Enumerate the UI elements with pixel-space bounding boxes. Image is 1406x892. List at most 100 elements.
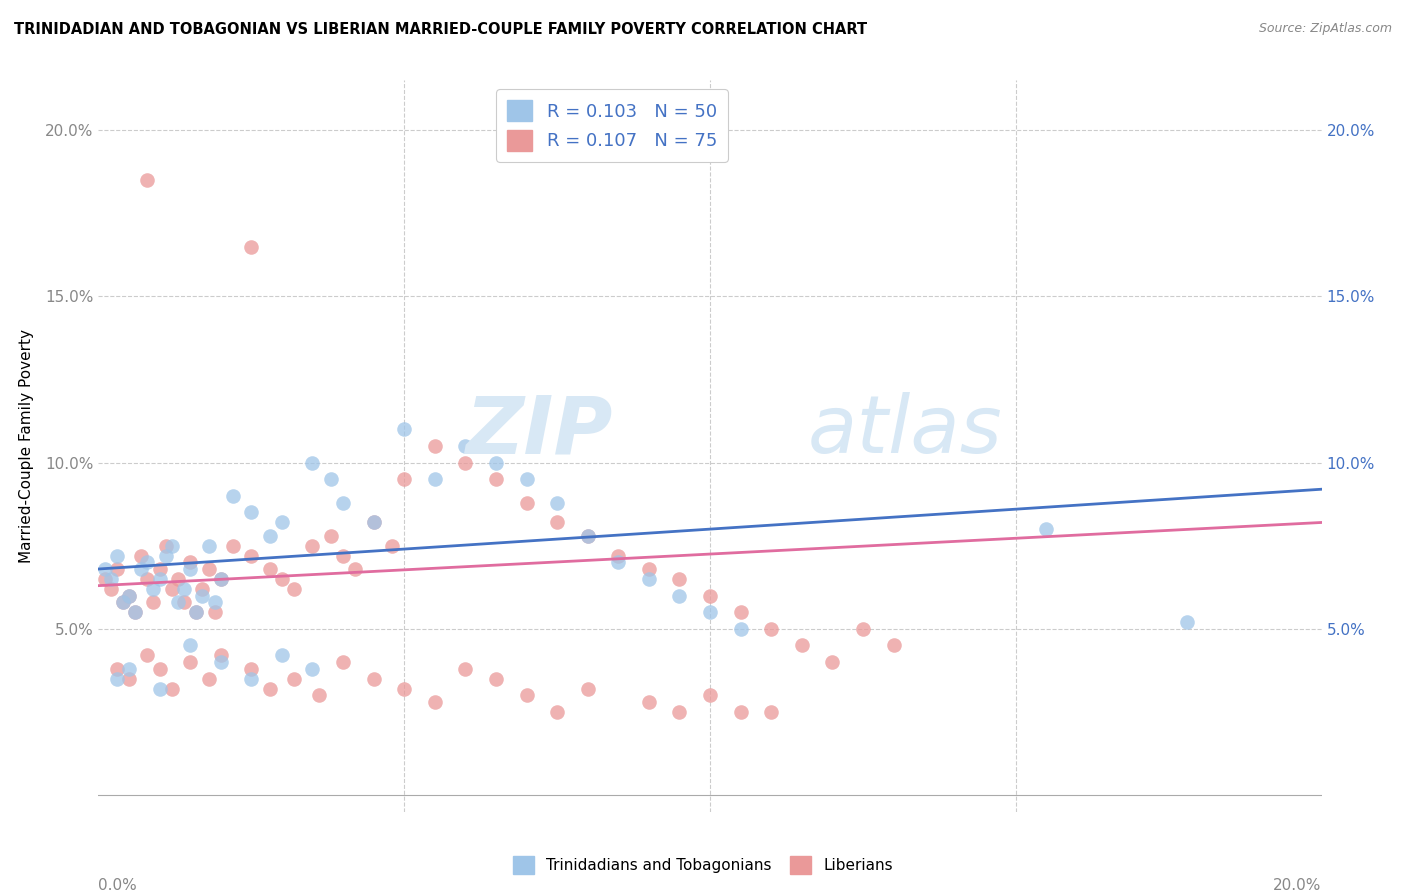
Point bbox=[186, 605, 208, 619]
Point bbox=[699, 605, 721, 619]
Point bbox=[454, 439, 477, 453]
Point bbox=[381, 539, 404, 553]
Point bbox=[259, 681, 281, 696]
Point bbox=[124, 605, 146, 619]
Point bbox=[167, 572, 190, 586]
Point bbox=[576, 681, 599, 696]
Point bbox=[423, 439, 446, 453]
Point bbox=[179, 655, 201, 669]
Point bbox=[209, 655, 232, 669]
Text: 0.0%: 0.0% bbox=[98, 879, 138, 892]
Point bbox=[197, 539, 219, 553]
Point bbox=[105, 662, 128, 676]
Text: 20.0%: 20.0% bbox=[1274, 879, 1322, 892]
Point bbox=[100, 572, 122, 586]
Point bbox=[93, 562, 115, 576]
Point bbox=[332, 655, 354, 669]
Point bbox=[546, 495, 568, 509]
Point bbox=[209, 648, 232, 663]
Point bbox=[240, 662, 263, 676]
Point bbox=[516, 472, 538, 486]
Point bbox=[191, 589, 214, 603]
Point bbox=[546, 705, 568, 719]
Point bbox=[392, 422, 416, 436]
Point bbox=[637, 695, 661, 709]
Point bbox=[136, 173, 159, 187]
Point bbox=[142, 595, 165, 609]
Point bbox=[423, 472, 446, 486]
Point bbox=[179, 639, 201, 653]
Point bbox=[270, 648, 292, 663]
Point bbox=[191, 582, 214, 596]
Point bbox=[222, 489, 245, 503]
Point bbox=[270, 572, 292, 586]
Point bbox=[699, 689, 721, 703]
Point bbox=[283, 672, 305, 686]
Point bbox=[155, 539, 177, 553]
Point bbox=[637, 562, 661, 576]
Point bbox=[607, 555, 630, 569]
Point bbox=[790, 639, 813, 653]
Point bbox=[100, 582, 122, 596]
Point bbox=[485, 456, 508, 470]
Point bbox=[576, 529, 599, 543]
Text: Source: ZipAtlas.com: Source: ZipAtlas.com bbox=[1258, 22, 1392, 36]
Text: ZIP: ZIP bbox=[465, 392, 612, 470]
Point bbox=[759, 622, 782, 636]
Point bbox=[149, 681, 172, 696]
Point bbox=[186, 605, 208, 619]
Point bbox=[240, 672, 263, 686]
Point bbox=[204, 595, 226, 609]
Point bbox=[173, 595, 195, 609]
Y-axis label: Married-Couple Family Poverty: Married-Couple Family Poverty bbox=[20, 329, 34, 563]
Point bbox=[730, 705, 752, 719]
Point bbox=[179, 555, 201, 569]
Point bbox=[516, 495, 538, 509]
Point bbox=[160, 539, 183, 553]
Point bbox=[392, 681, 416, 696]
Point bbox=[319, 472, 342, 486]
Point bbox=[332, 549, 354, 563]
Point bbox=[363, 516, 385, 530]
Point bbox=[259, 562, 281, 576]
Point bbox=[363, 516, 385, 530]
Point bbox=[167, 595, 190, 609]
Point bbox=[668, 572, 690, 586]
Point bbox=[118, 589, 141, 603]
Point bbox=[301, 456, 323, 470]
Point bbox=[1175, 615, 1198, 630]
Point bbox=[344, 562, 367, 576]
Point bbox=[111, 595, 134, 609]
Point bbox=[142, 582, 165, 596]
Point bbox=[607, 549, 630, 563]
Point bbox=[149, 562, 172, 576]
Point bbox=[852, 622, 875, 636]
Point bbox=[637, 572, 661, 586]
Point bbox=[124, 605, 146, 619]
Point bbox=[105, 549, 128, 563]
Point bbox=[240, 549, 263, 563]
Point bbox=[259, 529, 281, 543]
Point bbox=[240, 506, 263, 520]
Point bbox=[149, 662, 172, 676]
Point bbox=[454, 662, 477, 676]
Point bbox=[173, 582, 195, 596]
Point bbox=[136, 555, 159, 569]
Point bbox=[197, 562, 219, 576]
Legend: Trinidadians and Tobagonians, Liberians: Trinidadians and Tobagonians, Liberians bbox=[506, 850, 900, 880]
Point bbox=[136, 648, 159, 663]
Point bbox=[136, 572, 159, 586]
Point bbox=[240, 239, 263, 253]
Point bbox=[699, 589, 721, 603]
Point bbox=[516, 689, 538, 703]
Point bbox=[485, 472, 508, 486]
Legend: R = 0.103   N = 50, R = 0.107   N = 75: R = 0.103 N = 50, R = 0.107 N = 75 bbox=[496, 89, 728, 161]
Point bbox=[363, 672, 385, 686]
Point bbox=[668, 589, 690, 603]
Point bbox=[301, 662, 323, 676]
Point bbox=[283, 582, 305, 596]
Text: atlas: atlas bbox=[808, 392, 1002, 470]
Point bbox=[423, 695, 446, 709]
Point bbox=[197, 672, 219, 686]
Point bbox=[883, 639, 905, 653]
